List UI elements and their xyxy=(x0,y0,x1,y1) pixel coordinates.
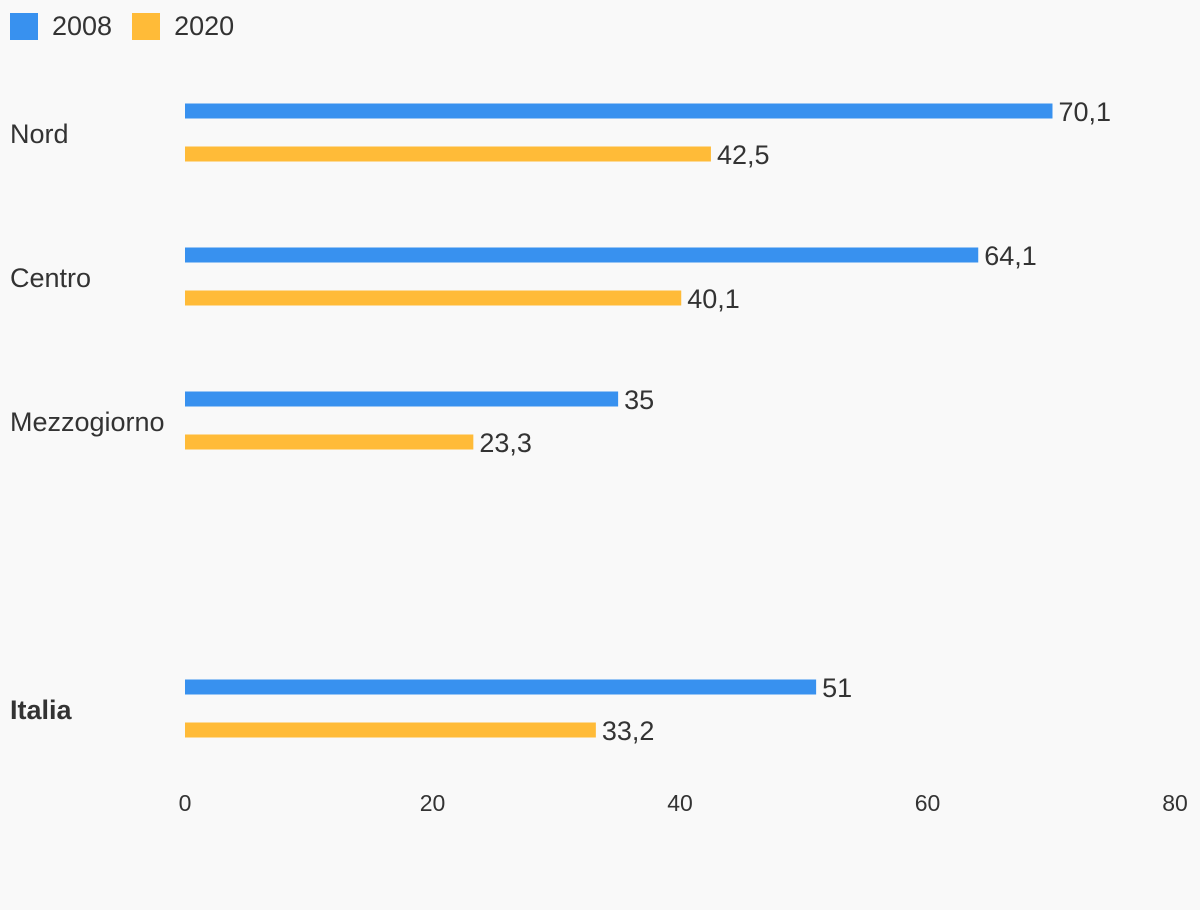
x-tick-label: 0 xyxy=(179,790,192,816)
x-tick-label: 20 xyxy=(420,790,446,816)
value-label: 64,1 xyxy=(984,241,1037,271)
legend-swatch-2020 xyxy=(132,12,161,40)
bar-2020 xyxy=(185,290,682,306)
category-label: Italia xyxy=(10,695,73,725)
value-label: 70,1 xyxy=(1058,97,1111,127)
value-label: 35 xyxy=(624,385,654,415)
bar-2008 xyxy=(185,103,1053,119)
value-label: 40,1 xyxy=(687,284,740,314)
value-label: 33,2 xyxy=(602,716,655,746)
category-label: Mezzogiorno xyxy=(10,407,165,437)
x-tick-label: 40 xyxy=(667,790,693,816)
category-label: Nord xyxy=(10,119,69,149)
value-label: 23,3 xyxy=(479,428,532,458)
bar-2020 xyxy=(185,722,596,738)
bar-2020 xyxy=(185,434,474,450)
x-tick-label: 60 xyxy=(915,790,941,816)
legend-label-2020: 2020 xyxy=(174,10,235,41)
x-tick-label: 80 xyxy=(1162,790,1188,816)
bar-2008 xyxy=(185,247,979,263)
bar-2008 xyxy=(185,679,817,695)
legend-item-2008: 2008 xyxy=(10,11,112,42)
legend-item-2020: 2020 xyxy=(132,11,234,42)
category-label: Centro xyxy=(10,263,91,293)
bar-2008 xyxy=(185,391,619,407)
legend-label-2008: 2008 xyxy=(52,10,113,41)
bar-2020 xyxy=(185,146,711,162)
value-label: 42,5 xyxy=(717,140,770,170)
legend-swatch-2008 xyxy=(10,12,38,40)
value-label: 51 xyxy=(822,673,852,703)
legend: 2008 2020 xyxy=(10,10,254,42)
